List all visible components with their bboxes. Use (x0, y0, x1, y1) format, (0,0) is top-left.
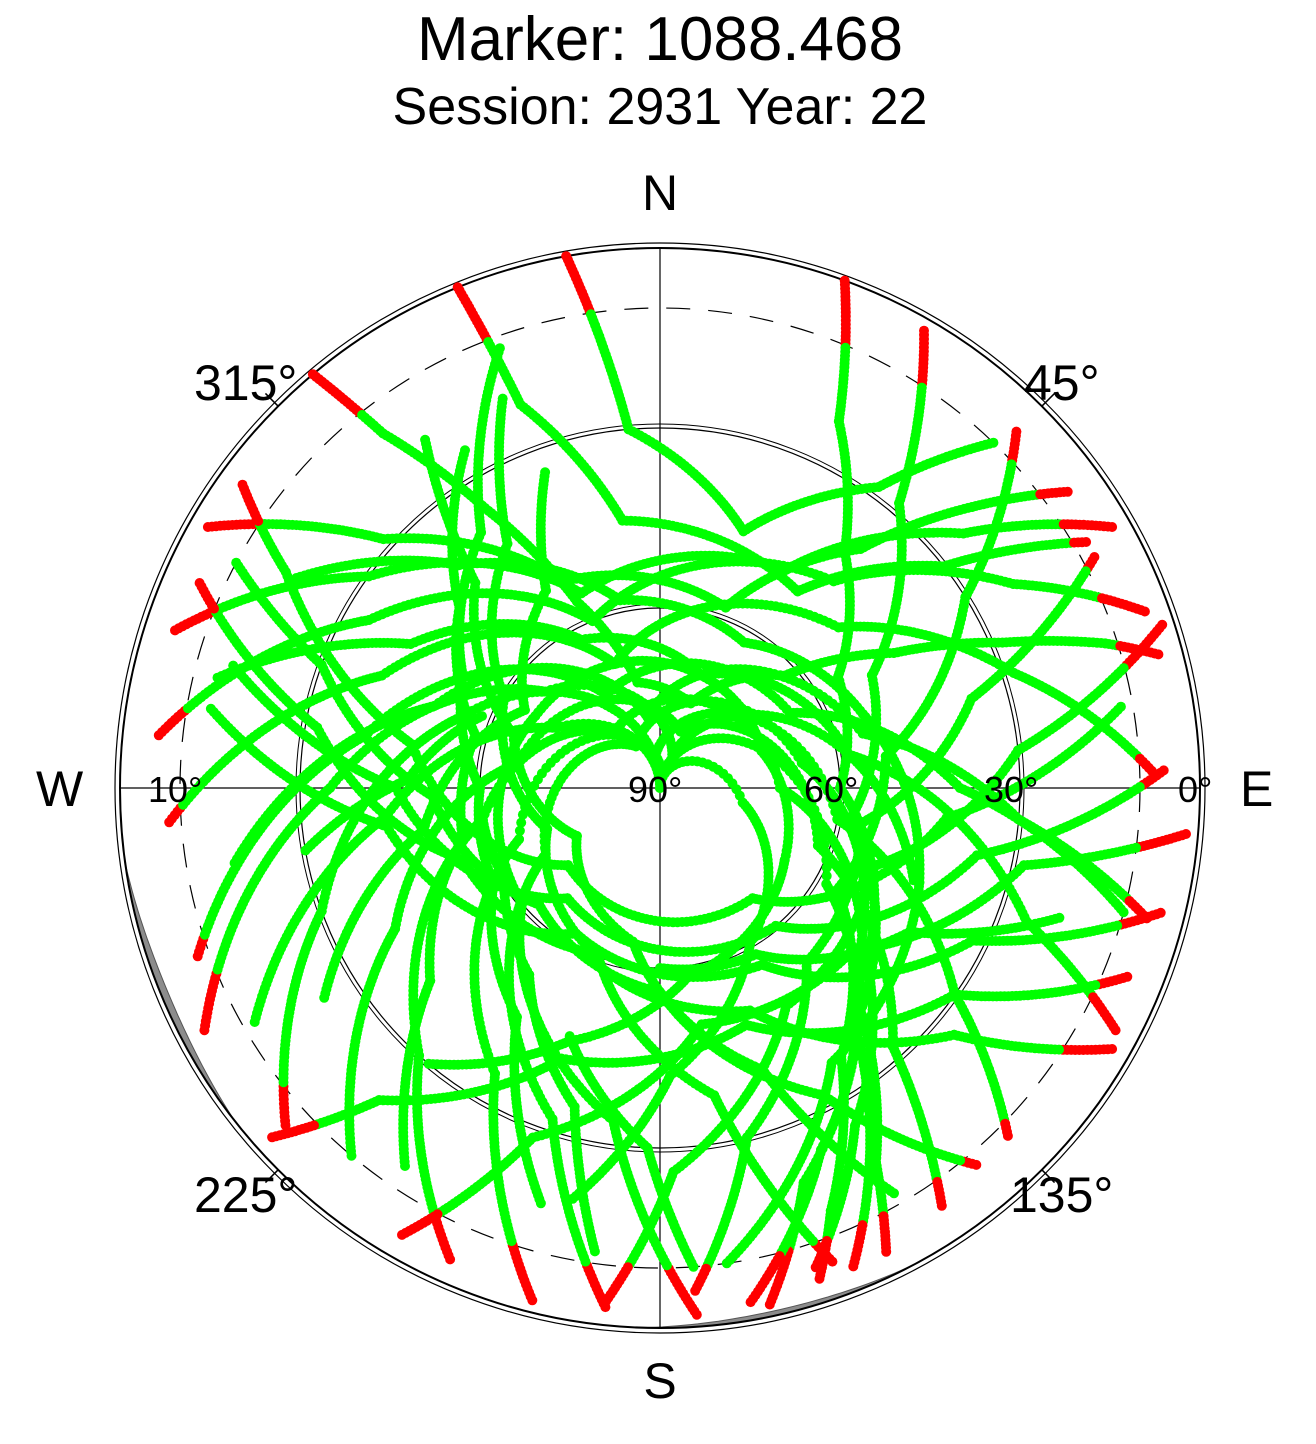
azimuth-tick-45 (1041, 392, 1056, 407)
low-elevation-point (764, 1299, 775, 1310)
low-elevation-point (1110, 1025, 1121, 1036)
chart-title: Marker: 1088.468 (417, 5, 903, 74)
azimuth-tick-225 (264, 1169, 279, 1184)
satellite-tracks (153, 251, 1191, 1320)
low-elevation-point (848, 1261, 859, 1272)
azimuth-tick-315 (264, 392, 279, 407)
horizon-circle-outer (114, 242, 1206, 1334)
low-elevation-point (881, 1246, 892, 1257)
azimuth-tick-135 (1041, 1169, 1056, 1184)
tracked-point (1118, 907, 1129, 918)
low-elevation-point (1062, 486, 1073, 497)
low-elevation-point (1107, 522, 1118, 532)
low-elevation-point (1153, 649, 1164, 660)
tracked-point (988, 437, 999, 448)
low-elevation-point (936, 1200, 947, 1211)
tracked-point (514, 834, 524, 845)
chart-subtitle: Session: 2931 Year: 22 (393, 78, 928, 136)
low-elevation-point (745, 1297, 756, 1308)
low-elevation-point (1139, 606, 1150, 617)
low-elevation-point (1081, 537, 1092, 547)
low-elevation-point (1002, 1130, 1013, 1141)
